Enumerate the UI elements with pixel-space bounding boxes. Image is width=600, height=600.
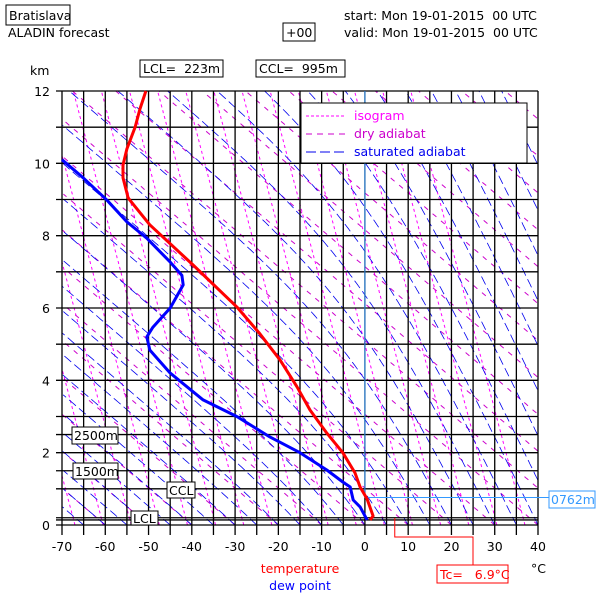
- lcl-box: [139, 59, 224, 78]
- model-name: ALADIN forecast: [8, 25, 110, 40]
- y-tick-label: 2: [42, 446, 50, 461]
- x-tick-label: -40: [182, 539, 202, 554]
- legend-isogram: isogram: [354, 108, 405, 123]
- start-time: start: Mon 19-01-2015 00 UTC: [344, 8, 537, 23]
- station-name: Bratislava: [9, 8, 71, 23]
- y-tick-label: 4: [42, 373, 50, 388]
- dew-point-label: dew point: [269, 578, 331, 593]
- dry-adiabat-line: [63, 193, 452, 526]
- ccl-marker: CCL: [169, 483, 193, 498]
- freezing-level-label: 0762m: [551, 492, 595, 507]
- x-tick-label: 0: [361, 539, 369, 554]
- tick-labels: -70 -60 -50 -40 -30 -20 -10 0 10 20 30 40 0 2 4 6 8 10 12: [34, 84, 546, 554]
- ccl-marker-box: [166, 481, 196, 499]
- x-tick-label: 30: [487, 539, 503, 554]
- y-tick-label: 0: [42, 518, 50, 533]
- dry-adiabat-line: [62, 229, 409, 526]
- tc-leader-line: [394, 518, 474, 565]
- saturated-adiabat-line: [62, 394, 214, 526]
- h2500-box: [71, 426, 119, 445]
- saturated-adiabat-line: [61, 285, 322, 526]
- x-tick-label: -30: [225, 539, 245, 554]
- saturated-adiabat-line: [63, 414, 193, 526]
- saturated-adiabat-line: [62, 374, 236, 526]
- lead-time: +00: [286, 25, 312, 40]
- legend-saturated-adiabat: saturated adiabat: [354, 144, 466, 159]
- dry-adiabat-line: [61, 155, 496, 526]
- h1500-box: [72, 462, 119, 480]
- station-box: [5, 4, 71, 26]
- y-tick-label: 8: [42, 229, 50, 244]
- saturated-adiabat-line: [63, 470, 128, 526]
- lcl-marker: LCL: [133, 511, 156, 526]
- h1500-label: 1500m: [75, 464, 119, 479]
- dry-adiabat-line: [201, 90, 538, 378]
- freezing-level-line: [364, 91, 549, 498]
- y-axis-label: km: [30, 63, 49, 78]
- x-tick-label: -60: [95, 539, 115, 554]
- tc-box: [436, 564, 509, 584]
- x-axis-unit: °C: [531, 561, 546, 576]
- freezing-level-box: [548, 490, 596, 509]
- saturated-adiabat-line: [63, 231, 366, 526]
- isogram-line: [61, 262, 132, 526]
- y-tick-label: 12: [34, 84, 50, 99]
- lcl-marker-box: [130, 510, 159, 526]
- dry-adiabat-line: [61, 340, 279, 526]
- saturated-adiabat-line: [62, 332, 279, 526]
- x-tick-label: 10: [400, 539, 416, 554]
- valid-time: valid: Mon 19-01-2015 00 UTC: [344, 25, 538, 40]
- dry-adiabat-line: [504, 90, 538, 119]
- dry-adiabat-line: [115, 90, 538, 452]
- h2500-label: 2500m: [74, 428, 118, 443]
- y-tick-label: 10: [34, 156, 50, 171]
- legend-dry-adiabat: dry adiabat: [354, 126, 426, 141]
- saturated-adiabat-line: [62, 125, 431, 526]
- x-tick-label: -10: [311, 539, 331, 554]
- dry-adiabat-line: [245, 90, 537, 340]
- saturated-adiabat-line: [62, 354, 257, 526]
- lcl-value: LCL= 223m: [143, 61, 220, 76]
- dry-adiabat-line: [72, 90, 538, 488]
- x-tick-label: -70: [52, 539, 72, 554]
- dew-point-line: [61, 158, 369, 521]
- x-tick-label: -50: [138, 539, 158, 554]
- ccl-value: CCL= 995m: [259, 61, 338, 76]
- dry-adiabat-line: [62, 378, 236, 526]
- tc-label: Tc= 6.9°C: [439, 567, 510, 582]
- ccl-box: [255, 59, 346, 78]
- saturated-adiabat-line: [62, 506, 84, 526]
- x-tick-label: -20: [268, 539, 288, 554]
- x-tick-label: 20: [444, 539, 460, 554]
- legend-box: [300, 102, 528, 164]
- series-layer: [61, 90, 549, 565]
- y-tick-label: 6: [42, 301, 50, 316]
- isogram-line: [61, 476, 76, 526]
- saturated-adiabat-line: [63, 260, 344, 526]
- legend: isogram dry adiabat saturated adiabat: [300, 102, 528, 164]
- dry-adiabat-line: [331, 90, 539, 267]
- x-tick-label: 40: [530, 539, 546, 554]
- temperature-label: temperature: [261, 561, 340, 576]
- lead-box: [282, 22, 316, 42]
- temperature-line: [121, 90, 375, 521]
